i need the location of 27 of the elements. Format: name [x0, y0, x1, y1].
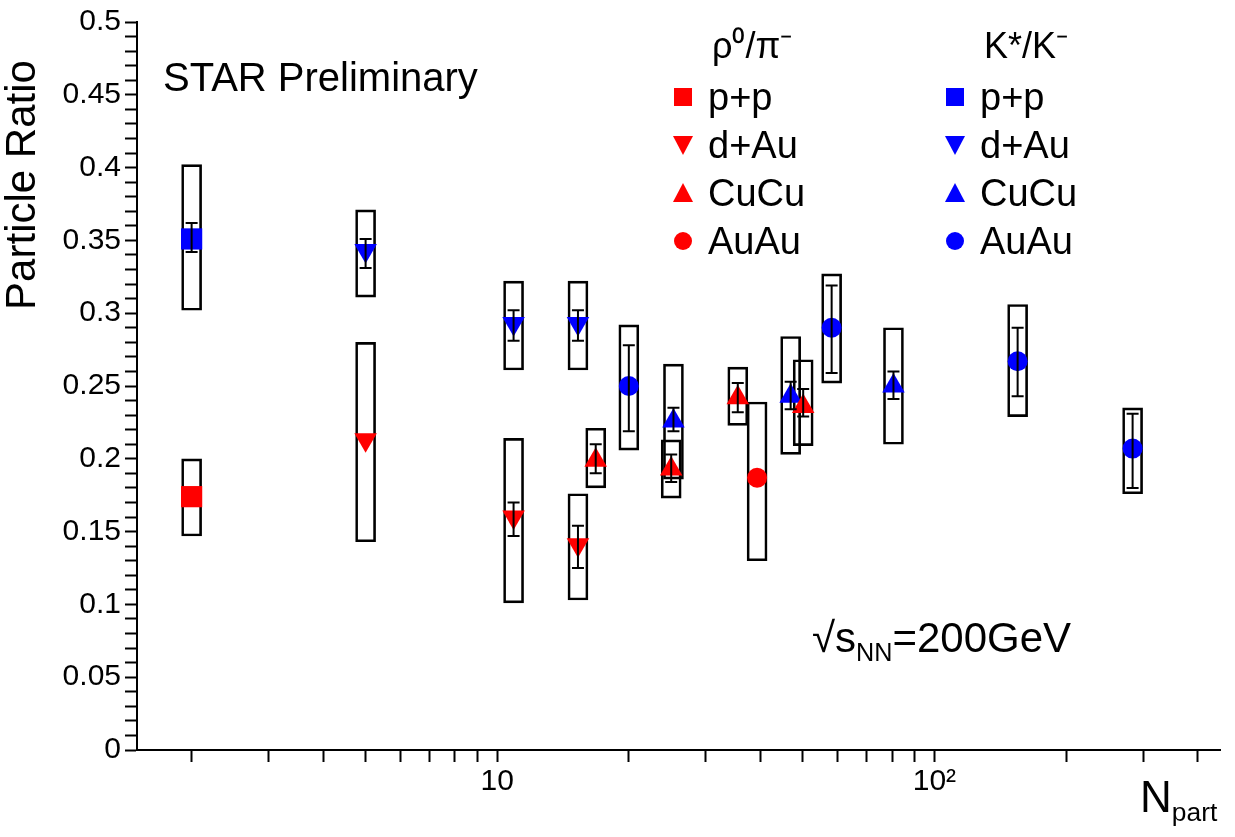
- legend-label: CuCu: [980, 172, 1078, 214]
- y-tick-label: 0.45: [62, 76, 121, 110]
- legend-label: d+Au: [708, 124, 798, 166]
- y-tick-label: 0.35: [62, 221, 121, 255]
- legend-label: CuCu: [708, 172, 806, 214]
- legend-label: AuAu: [980, 220, 1073, 262]
- annotation: √s$_{NN}$=200GeV: [812, 614, 1072, 666]
- y-axis-title: Particle Ratio: [0, 59, 44, 312]
- x-axis-title: N$_{part}$: [1140, 772, 1218, 828]
- y-tick-label: 0.1: [79, 585, 121, 619]
- y-tick-label: 0.5: [79, 3, 121, 37]
- y-tick-label: 0.25: [62, 367, 121, 401]
- x-tick-label: 10²: [912, 763, 957, 797]
- legend-label: AuAu: [708, 220, 801, 262]
- y-tick-label: 0.15: [62, 512, 121, 546]
- legend-label: p+p: [980, 76, 1045, 118]
- legend-label: d+Au: [980, 124, 1070, 166]
- legend-label: p+p: [708, 76, 773, 118]
- annotation: ρ⁰/π⁻: [712, 25, 793, 66]
- annotation: STAR Preliminary: [163, 55, 478, 99]
- y-tick-label: 0.4: [79, 148, 121, 182]
- annotation: K*/K⁻: [984, 25, 1069, 66]
- y-tick-label: 0: [104, 731, 121, 765]
- y-tick-label: 0.2: [79, 440, 121, 474]
- y-tick-label: 0.05: [62, 658, 121, 692]
- y-tick-label: 0.3: [79, 294, 121, 328]
- x-tick-label: 10: [480, 763, 514, 797]
